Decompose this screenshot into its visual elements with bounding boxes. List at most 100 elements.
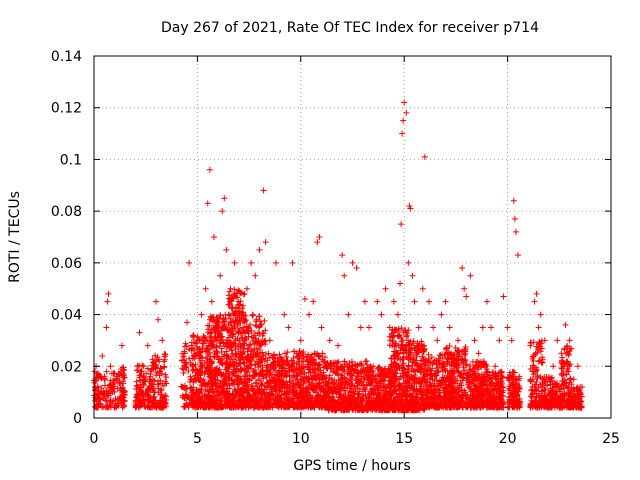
data-point xyxy=(240,340,247,347)
data-point xyxy=(134,393,141,400)
data-point xyxy=(180,353,187,360)
data-point xyxy=(180,366,187,373)
data-point xyxy=(197,363,204,370)
data-point xyxy=(198,402,205,409)
data-point xyxy=(154,354,161,361)
data-point xyxy=(150,359,157,366)
data-point xyxy=(248,327,255,334)
data-point xyxy=(139,362,146,369)
data-point xyxy=(152,352,159,359)
data-point xyxy=(157,391,164,398)
data-point xyxy=(245,365,252,372)
data-point xyxy=(209,360,216,367)
data-point xyxy=(112,397,119,404)
data-point xyxy=(227,344,234,351)
data-point xyxy=(220,388,227,395)
data-point xyxy=(179,350,186,357)
data-point xyxy=(211,350,218,357)
data-point xyxy=(180,394,187,401)
data-point xyxy=(253,380,260,387)
data-point xyxy=(238,289,245,296)
data-point xyxy=(231,286,238,293)
data-point xyxy=(197,378,204,385)
data-point xyxy=(196,346,203,353)
data-point xyxy=(133,378,140,385)
data-point xyxy=(229,305,236,312)
data-point xyxy=(201,340,208,347)
data-point xyxy=(236,359,243,366)
data-point xyxy=(256,385,263,392)
data-point xyxy=(182,359,189,366)
data-point xyxy=(253,345,260,352)
data-point xyxy=(182,340,189,347)
data-point xyxy=(238,334,245,341)
data-point xyxy=(248,354,255,361)
data-point xyxy=(261,317,268,324)
data-point xyxy=(252,379,259,386)
data-point xyxy=(244,346,251,353)
data-point xyxy=(181,384,188,391)
data-point xyxy=(237,402,244,409)
data-point xyxy=(217,359,224,366)
data-point xyxy=(250,311,257,318)
data-point xyxy=(256,371,263,378)
data-point xyxy=(149,404,156,411)
data-point xyxy=(204,399,211,406)
data-point xyxy=(94,372,101,379)
data-point xyxy=(251,330,258,337)
data-point xyxy=(199,340,206,347)
data-point xyxy=(250,398,257,405)
data-point xyxy=(213,314,220,321)
data-point xyxy=(232,293,239,300)
data-point xyxy=(121,367,128,374)
data-point xyxy=(192,391,199,398)
data-point xyxy=(212,354,219,361)
data-point xyxy=(203,355,210,362)
data-point xyxy=(204,381,211,388)
data-point xyxy=(92,394,99,401)
data-point xyxy=(208,326,215,333)
data-point xyxy=(151,393,158,400)
data-point xyxy=(205,351,212,358)
data-point xyxy=(252,361,259,368)
data-point xyxy=(105,392,112,399)
data-point xyxy=(93,404,100,411)
data-point xyxy=(241,317,248,324)
data-point xyxy=(146,398,153,405)
data-point xyxy=(228,294,235,301)
data-point xyxy=(156,372,163,379)
data-point xyxy=(248,402,255,409)
data-point xyxy=(235,369,242,376)
data-point xyxy=(226,312,233,319)
data-point xyxy=(245,358,252,365)
data-point xyxy=(234,314,241,321)
data-point xyxy=(259,330,266,337)
data-point xyxy=(100,403,107,410)
data-point xyxy=(244,381,251,388)
data-point xyxy=(162,399,169,406)
data-point xyxy=(248,353,255,360)
data-point xyxy=(220,373,227,380)
data-point xyxy=(229,350,236,357)
data-point xyxy=(239,305,246,312)
data-point xyxy=(251,372,258,379)
data-point xyxy=(253,335,260,342)
data-point xyxy=(231,356,238,363)
data-point xyxy=(136,374,143,381)
data-point xyxy=(233,373,240,380)
data-point xyxy=(192,372,199,379)
data-point xyxy=(246,377,253,384)
data-point xyxy=(257,342,264,349)
data-point xyxy=(200,379,207,386)
data-point xyxy=(217,312,224,319)
data-point xyxy=(242,335,249,342)
data-point xyxy=(144,365,151,372)
data-point xyxy=(230,401,237,408)
data-point xyxy=(231,340,238,347)
data-point xyxy=(117,380,124,387)
data-point xyxy=(210,337,217,344)
data-point xyxy=(113,373,120,380)
data-point xyxy=(178,357,185,364)
data-point xyxy=(182,391,189,398)
